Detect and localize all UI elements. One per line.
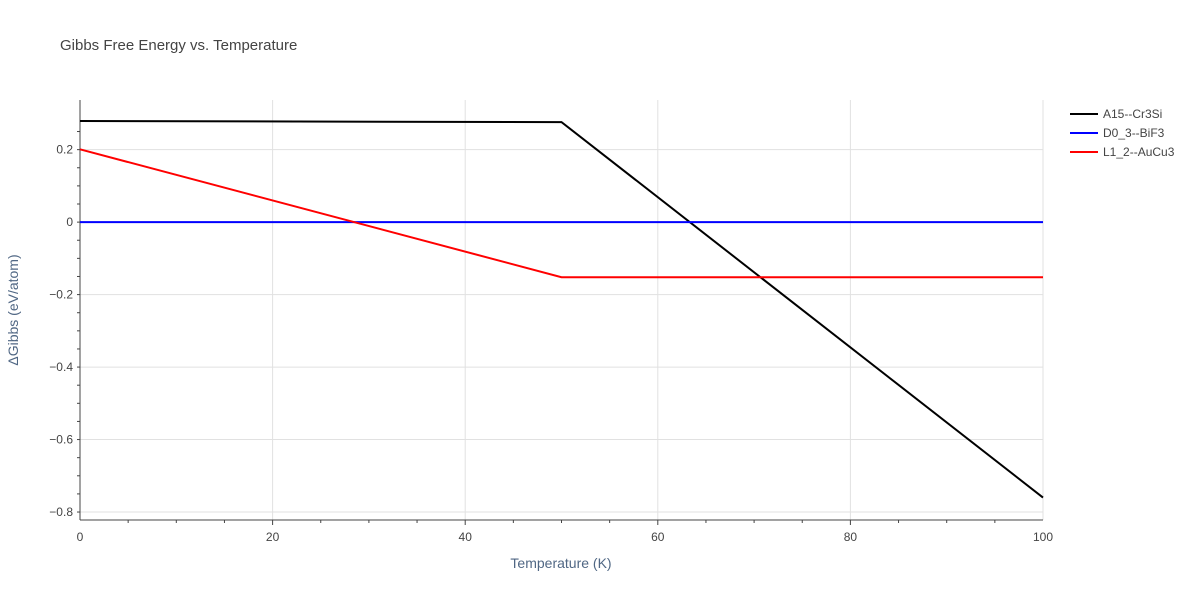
x-tick-label: 100: [1033, 530, 1053, 544]
y-tick-label: −0.4: [49, 360, 73, 374]
series-line-A15--Cr3Si: [79, 120, 1044, 499]
y-tick-label: 0.2: [56, 143, 73, 157]
axes: 0 20 40 60 80 100 0.2 0 −0.2 −0.4 −0.6 −0.8: [49, 100, 1053, 544]
series-lines: [79, 120, 1044, 499]
legend-item[interactable]: A15--Cr3Si: [1070, 107, 1162, 121]
series-line-L1_2--AuCu3: [79, 148, 1043, 279]
legend-label: D0_3--BiF3: [1103, 126, 1165, 140]
grid: [80, 100, 1044, 520]
legend[interactable]: A15--Cr3Si D0_3--BiF3 L1_2--AuCu3: [1070, 107, 1175, 159]
y-axis-title: ΔGibbs (eV/atom): [5, 254, 21, 365]
y-tick-label: 0: [66, 215, 73, 229]
legend-label: L1_2--AuCu3: [1103, 145, 1175, 159]
x-axis-title: Temperature (K): [510, 555, 611, 571]
y-tick-label: −0.6: [49, 433, 73, 447]
x-tick-label: 40: [459, 530, 473, 544]
x-tick-label: 20: [266, 530, 280, 544]
x-tick-label: 60: [651, 530, 665, 544]
chart-title: Gibbs Free Energy vs. Temperature: [60, 37, 297, 54]
legend-label: A15--Cr3Si: [1103, 107, 1162, 121]
y-tick-label: −0.8: [49, 505, 73, 519]
legend-item[interactable]: L1_2--AuCu3: [1070, 145, 1175, 159]
x-tick-label: 0: [77, 530, 84, 544]
legend-item[interactable]: D0_3--BiF3: [1070, 126, 1165, 140]
x-tick-label: 80: [844, 530, 858, 544]
y-tick-label: −0.2: [49, 288, 73, 302]
